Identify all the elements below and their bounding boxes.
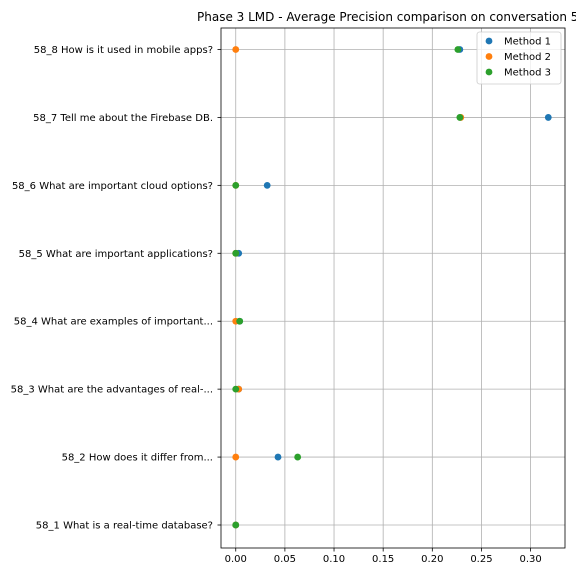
data-point <box>232 46 240 53</box>
legend-box <box>476 31 562 85</box>
data-point <box>236 317 244 325</box>
x-tick-label: 0.00 <box>225 554 247 565</box>
data-point <box>294 453 302 461</box>
series-2 <box>232 46 465 529</box>
legend-label: Method 3 <box>504 68 551 79</box>
x-tick-label: 0.15 <box>372 554 394 565</box>
data-point <box>544 114 552 121</box>
y-tick-label: 58_4 What are examples of important... <box>14 317 213 328</box>
y-tick-label: 58_2 How does it differ from... <box>62 453 213 464</box>
y-tick-label: 58_1 What is a real-time database? <box>36 521 213 532</box>
data-point <box>263 181 271 189</box>
chart-title: Phase 3 LMD - Average Precision comparis… <box>197 10 576 24</box>
legend-marker <box>485 68 493 76</box>
legend-label: Method 2 <box>504 52 551 63</box>
y-tick-label: 58_7 Tell me about the Firebase DB. <box>33 113 213 124</box>
legend-label: Method 1 <box>504 37 551 48</box>
y-axis: 58_1 What is a real-time database? 58_2 H… <box>11 45 221 532</box>
data-point <box>232 521 240 529</box>
series-1 <box>232 46 552 529</box>
y-tick-label: 58_6 What are important cloud options? <box>12 181 213 192</box>
series-3 <box>232 46 464 529</box>
gridlines <box>221 28 565 548</box>
legend-marker <box>485 37 493 45</box>
legend-marker <box>485 53 493 60</box>
data-point <box>232 453 240 461</box>
data-points <box>232 46 552 529</box>
data-point <box>232 249 240 257</box>
plot-frame <box>220 27 566 549</box>
y-tick-label: 58_8 How is it used in mobile apps? <box>34 45 213 56</box>
x-tick-label: 0.20 <box>421 554 443 565</box>
x-tick-label: 0.05 <box>274 554 296 565</box>
data-point <box>232 181 240 189</box>
x-axis: 0.00 0.05 0.10 0.15 0.20 0.25 0.30 <box>225 548 542 565</box>
data-point <box>454 46 462 53</box>
y-tick-label: 58_5 What are important applications? <box>19 249 213 260</box>
x-tick-label: 0.10 <box>323 554 345 565</box>
data-point <box>456 114 464 121</box>
x-tick-label: 0.30 <box>519 554 541 565</box>
legend: Method 1 Method 2 Method 3 <box>476 31 562 85</box>
data-point <box>274 453 282 461</box>
y-tick-label: 58_3 What are the advantages of real-... <box>11 385 213 396</box>
data-point <box>232 385 240 393</box>
x-tick-label: 0.25 <box>470 554 492 565</box>
